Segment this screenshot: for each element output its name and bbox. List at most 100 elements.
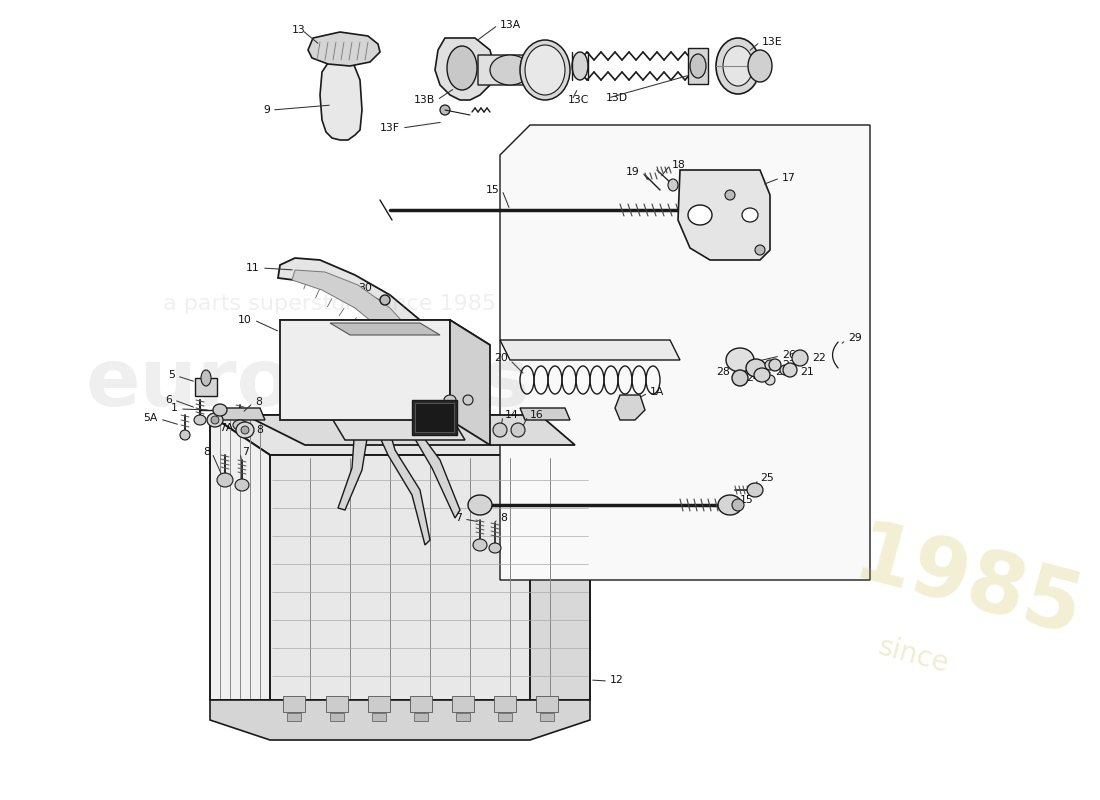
Ellipse shape (769, 359, 781, 371)
Polygon shape (330, 415, 465, 440)
Polygon shape (278, 258, 450, 388)
Polygon shape (678, 170, 770, 260)
Ellipse shape (572, 52, 588, 80)
Polygon shape (245, 415, 575, 445)
Text: 11: 11 (246, 263, 260, 273)
Ellipse shape (201, 370, 211, 386)
Polygon shape (214, 408, 265, 420)
Bar (418, 340, 436, 350)
Text: 26: 26 (782, 350, 795, 360)
Text: 16: 16 (530, 410, 543, 420)
Ellipse shape (525, 45, 565, 95)
Ellipse shape (754, 368, 770, 382)
Text: 4: 4 (478, 365, 485, 375)
Ellipse shape (747, 483, 763, 497)
Bar (412, 400, 456, 435)
Bar (342, 340, 361, 350)
Polygon shape (500, 125, 870, 580)
Text: euroParts: euroParts (86, 345, 530, 423)
Bar (367, 358, 386, 366)
Ellipse shape (444, 395, 456, 405)
Text: 20: 20 (494, 353, 508, 363)
Text: 13C: 13C (568, 95, 590, 105)
Text: 7: 7 (213, 410, 220, 420)
Ellipse shape (764, 360, 776, 370)
Ellipse shape (194, 415, 206, 425)
Ellipse shape (690, 54, 706, 78)
Bar (283, 696, 305, 712)
Text: 13E: 13E (762, 37, 782, 47)
Ellipse shape (726, 348, 754, 372)
Text: 1: 1 (172, 403, 178, 413)
Ellipse shape (241, 426, 249, 434)
Text: 3: 3 (425, 365, 432, 375)
Bar (540, 713, 554, 721)
Bar (494, 696, 516, 712)
Bar (393, 358, 410, 366)
Text: a parts superstore since 1985: a parts superstore since 1985 (164, 294, 496, 314)
Ellipse shape (440, 105, 450, 115)
Text: 17: 17 (782, 173, 795, 183)
Text: 23: 23 (782, 360, 795, 370)
Ellipse shape (468, 495, 492, 515)
Ellipse shape (207, 413, 223, 427)
Bar (368, 696, 390, 712)
Bar (292, 340, 310, 350)
Text: 10: 10 (238, 315, 252, 325)
Text: 13F: 13F (379, 123, 400, 133)
Bar (330, 713, 344, 721)
Ellipse shape (764, 375, 776, 385)
Ellipse shape (780, 365, 790, 375)
Text: 9: 9 (263, 105, 270, 115)
Text: since: since (874, 633, 952, 679)
Text: 8: 8 (500, 513, 507, 523)
Polygon shape (400, 415, 460, 518)
Ellipse shape (746, 359, 766, 377)
Text: 13B: 13B (414, 95, 435, 105)
Text: 30: 30 (358, 283, 372, 293)
Text: 18: 18 (672, 160, 685, 170)
Ellipse shape (783, 363, 798, 377)
Polygon shape (372, 415, 430, 545)
Text: 28: 28 (716, 367, 730, 377)
Ellipse shape (180, 430, 190, 440)
Text: 22: 22 (812, 353, 826, 363)
Ellipse shape (213, 404, 227, 416)
Text: 6: 6 (165, 395, 172, 405)
Text: 1A: 1A (650, 387, 664, 397)
Polygon shape (308, 32, 380, 66)
Polygon shape (320, 60, 362, 140)
Ellipse shape (493, 423, 507, 437)
Ellipse shape (236, 422, 254, 438)
Text: 8: 8 (255, 397, 262, 407)
Bar (287, 713, 301, 721)
Ellipse shape (716, 38, 760, 94)
Ellipse shape (668, 179, 678, 191)
Bar (342, 358, 361, 366)
Text: 21: 21 (800, 367, 814, 377)
Ellipse shape (520, 40, 570, 100)
Bar (415, 403, 454, 432)
Ellipse shape (732, 499, 744, 511)
Text: 2: 2 (392, 393, 398, 403)
Ellipse shape (490, 55, 530, 85)
Ellipse shape (217, 473, 233, 487)
Bar (372, 713, 386, 721)
Polygon shape (338, 420, 370, 510)
Text: 7A: 7A (219, 423, 233, 433)
Polygon shape (530, 415, 590, 700)
Text: 13: 13 (292, 25, 306, 35)
Text: 5: 5 (168, 370, 175, 380)
Bar (292, 358, 310, 366)
Text: 19: 19 (626, 167, 640, 177)
Text: 25: 25 (760, 473, 773, 483)
Bar (452, 696, 474, 712)
Bar (195, 378, 217, 396)
Text: 8: 8 (204, 447, 210, 457)
Polygon shape (210, 700, 590, 740)
Text: 15: 15 (740, 495, 754, 505)
Bar (414, 713, 428, 721)
Bar (418, 358, 436, 366)
Bar (498, 713, 512, 721)
Polygon shape (210, 415, 270, 700)
